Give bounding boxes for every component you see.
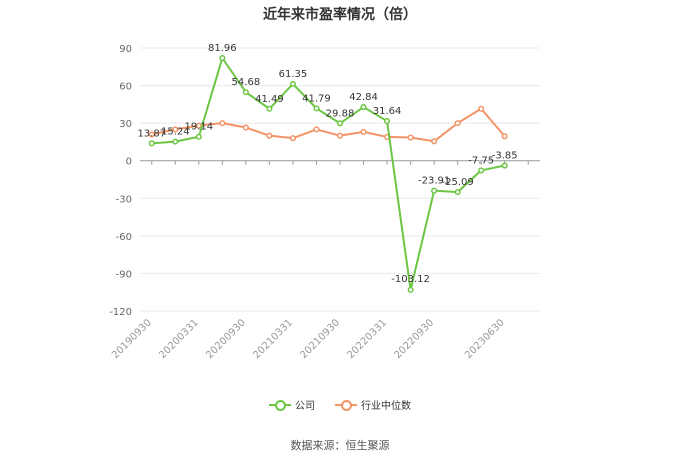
series-line-company [151,57,505,291]
data-point-company [266,105,273,112]
legend-marker-industry-icon [335,399,357,411]
data-label-company: 29.88 [326,108,355,119]
y-tick-label: -60 [116,232,132,243]
data-point-industry [431,138,438,145]
x-tick-label: 20200930 [204,317,248,361]
data-point-company [219,55,226,62]
data-label-company: -7.75 [468,155,494,166]
legend-label-company: 公司 [295,401,315,412]
data-point-industry [454,120,461,127]
data-point-industry [313,126,320,133]
y-tick-label: 90 [119,44,132,55]
data-point-company [431,187,438,194]
data-label-company: 42.84 [349,92,378,103]
data-point-industry [219,120,226,127]
data-point-industry [360,128,367,135]
y-tick-label: 30 [119,119,132,130]
data-point-company [336,120,344,127]
company-series [148,55,508,293]
data-label-company: 54.68 [232,77,261,88]
data-point-company [195,133,202,140]
data-point-industry [148,131,155,138]
data-point-company [360,104,367,111]
data-point-company [454,189,461,196]
grid-lines [140,47,540,312]
data-point-industry [289,135,296,142]
x-tick-label: 20220930 [392,317,436,361]
y-tick-label: 0 [126,157,132,168]
y-tick-label: -90 [116,269,132,280]
data-label-company: 19.14 [185,122,214,133]
data-point-company [384,118,391,125]
legend-marker-company-icon [269,399,291,411]
industry-series [148,105,508,145]
data-point-industry [407,134,414,141]
data-point-industry [336,132,344,139]
data-point-company [501,162,508,169]
x-tick-label: 20220331 [345,317,389,361]
data-label-company: 41.79 [302,93,331,104]
chart-title: 近年来市盈率情况（倍） [263,7,417,23]
series-line-industry [151,107,506,143]
legend-label-industry: 行业中位数 [361,401,411,412]
data-point-company [289,80,296,87]
data-point-company [313,105,320,112]
data-label-company: -23.91 [418,176,450,187]
data-point-company [172,138,179,145]
x-tick-label: 20230630 [463,317,507,361]
x-tick-label: 20210331 [251,317,295,361]
data-point-industry [266,132,273,139]
source-note: 数据来源：恒生聚源 [290,439,390,452]
data-label-company: 81.96 [208,43,237,54]
data-label-company: 61.35 [279,69,308,80]
data-point-company [478,167,485,174]
data-label-company: -25.09 [442,177,474,188]
legend-item-industry[interactable]: 行业中位数 [335,397,411,412]
data-point-industry [478,105,485,112]
legend: 公司 行业中位数 [0,397,680,412]
y-tick-label: -120 [109,307,132,318]
data-point-industry [172,126,179,133]
data-label-company: 13.87 [137,128,166,139]
data-point-industry [501,133,508,140]
x-tick-label: 20200331 [157,317,201,361]
legend-item-company[interactable]: 公司 [269,397,315,412]
y-tick-label: 60 [119,82,132,93]
data-point-industry [242,124,249,131]
data-label-company: -103.12 [391,274,430,285]
data-label-company: -3.85 [492,151,518,162]
data-label-company: 31.64 [373,106,402,117]
data-label-company: 41.49 [255,94,284,105]
data-point-company [242,89,249,96]
x-tick-label: 20210930 [298,317,342,361]
data-point-company [407,286,414,293]
data-point-company [148,140,155,147]
data-label-company: 15.24 [161,127,190,138]
y-tick-label: -30 [116,194,132,205]
x-tick-label: 20190930 [110,317,154,361]
